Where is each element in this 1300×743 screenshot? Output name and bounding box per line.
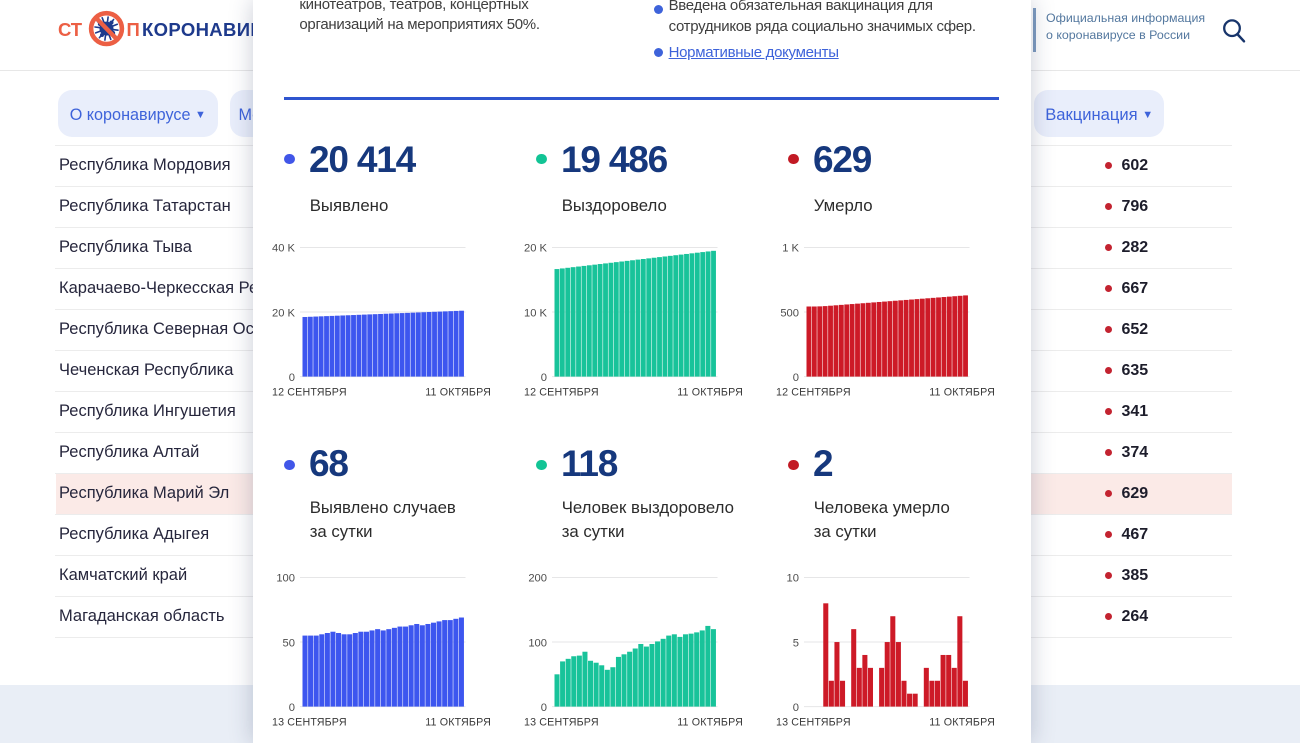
- svg-text:20 K: 20 K: [272, 307, 296, 319]
- svg-text:0: 0: [541, 701, 547, 713]
- svg-text:13 СЕНТЯБРЯ: 13 СЕНТЯБРЯ: [272, 716, 347, 728]
- svg-text:11 ОКТЯБРЯ: 11 ОКТЯБРЯ: [677, 716, 743, 728]
- svg-text:20 K: 20 K: [524, 243, 548, 255]
- svg-text:40 K: 40 K: [272, 243, 296, 255]
- svg-text:10: 10: [787, 572, 799, 584]
- svg-text:12 СЕНТЯБРЯ: 12 СЕНТЯБРЯ: [524, 387, 599, 399]
- svg-text:100: 100: [276, 572, 295, 584]
- svg-text:П: П: [127, 19, 140, 40]
- svg-text:0: 0: [289, 701, 295, 713]
- svg-text:200: 200: [528, 572, 547, 584]
- svg-text:0: 0: [541, 372, 547, 384]
- svg-text:0: 0: [289, 372, 295, 384]
- svg-text:СТ: СТ: [58, 19, 83, 40]
- svg-text:11 ОКТЯБРЯ: 11 ОКТЯБРЯ: [677, 387, 743, 399]
- svg-text:11 ОКТЯБРЯ: 11 ОКТЯБРЯ: [929, 387, 995, 399]
- svg-text:13 СЕНТЯБРЯ: 13 СЕНТЯБРЯ: [776, 716, 851, 728]
- svg-text:12 СЕНТЯБРЯ: 12 СЕНТЯБРЯ: [272, 387, 347, 399]
- svg-text:12 СЕНТЯБРЯ: 12 СЕНТЯБРЯ: [776, 387, 851, 399]
- svg-text:100: 100: [528, 637, 547, 649]
- svg-text:5: 5: [793, 637, 799, 649]
- svg-text:500: 500: [780, 307, 799, 319]
- svg-text:50: 50: [283, 637, 295, 649]
- svg-text:11 ОКТЯБРЯ: 11 ОКТЯБРЯ: [425, 716, 491, 728]
- svg-text:0: 0: [793, 701, 799, 713]
- svg-text:КОРОНАВИРУС: КОРОНАВИРУС: [142, 19, 253, 40]
- svg-text:11 ОКТЯБРЯ: 11 ОКТЯБРЯ: [929, 716, 995, 728]
- svg-text:13 СЕНТЯБРЯ: 13 СЕНТЯБРЯ: [524, 716, 599, 728]
- svg-text:0: 0: [793, 372, 799, 384]
- svg-text:1 K: 1 K: [782, 243, 799, 255]
- svg-text:10 K: 10 K: [524, 307, 548, 319]
- svg-text:11 ОКТЯБРЯ: 11 ОКТЯБРЯ: [425, 387, 491, 399]
